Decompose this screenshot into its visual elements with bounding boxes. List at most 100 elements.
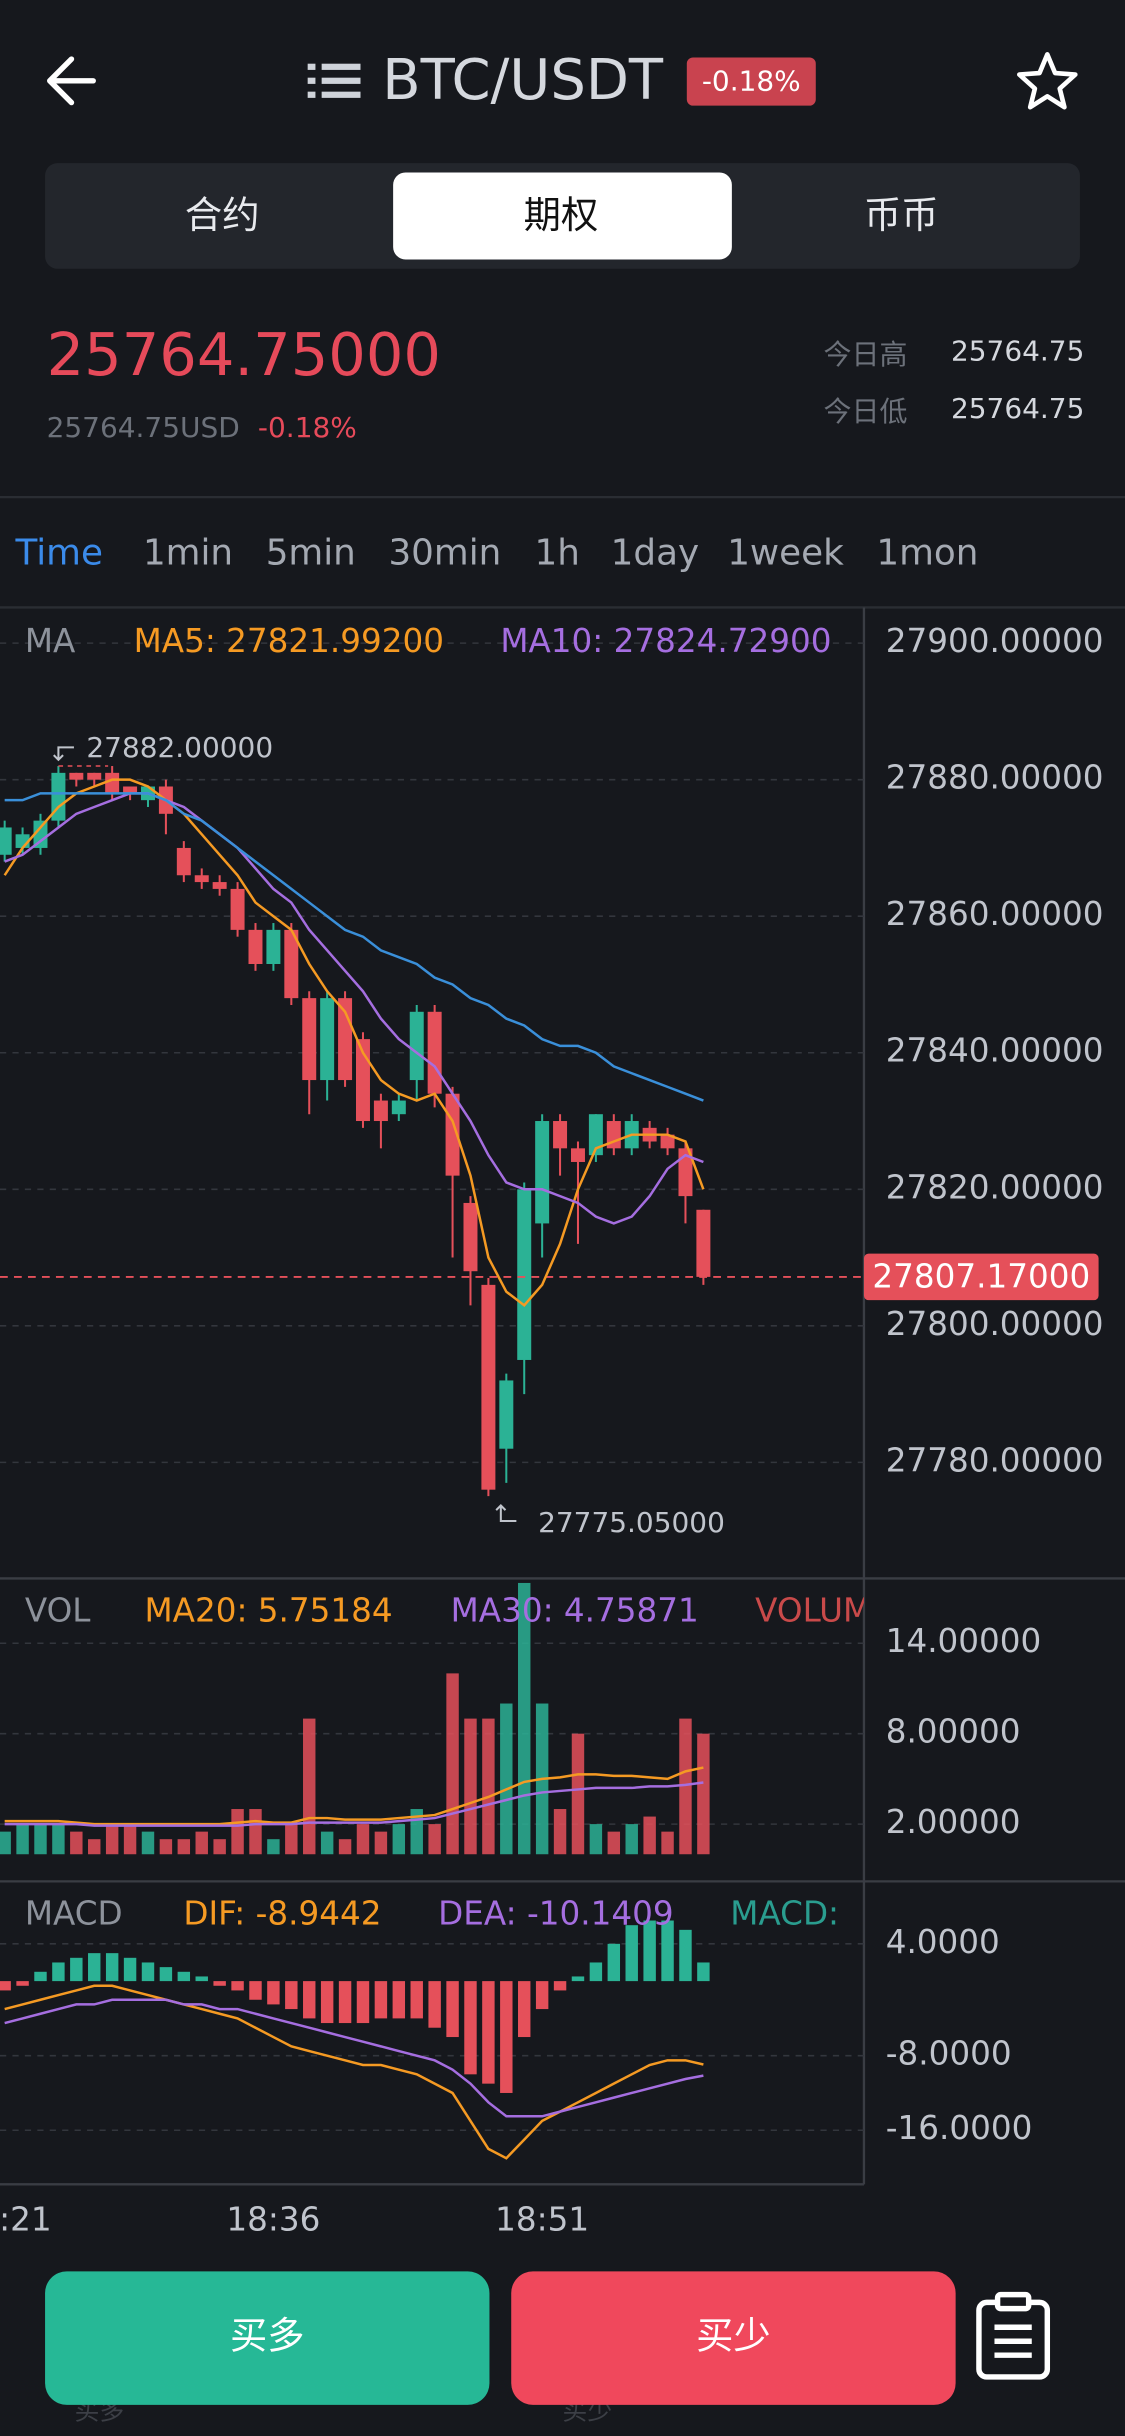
candle-body <box>499 1380 514 1449</box>
back-icon <box>47 56 96 106</box>
tab-label: 币币 <box>864 193 939 237</box>
favorite-star[interactable] <box>1017 52 1078 110</box>
tab[interactable]: 合约 <box>185 193 260 237</box>
bar <box>697 1733 710 1855</box>
bar <box>159 1839 173 1855</box>
bar <box>320 1981 334 2024</box>
list-icon[interactable] <box>307 63 361 98</box>
bar <box>267 1839 280 1855</box>
last-price-label: 27807.17000 <box>872 1257 1090 1295</box>
back-button[interactable] <box>47 56 96 106</box>
icon-part <box>321 77 361 84</box>
tab-selected-bg <box>393 172 732 260</box>
bar <box>34 1824 47 1855</box>
bar <box>428 1824 441 1855</box>
bar <box>105 1824 119 1855</box>
bar <box>697 1962 710 1982</box>
bar <box>356 1824 370 1855</box>
bar <box>0 1981 11 1991</box>
orders-icon[interactable] <box>976 2291 1051 2380</box>
period-tab[interactable]: 30min <box>388 533 501 574</box>
tab[interactable]: 币币 <box>864 193 939 237</box>
bar <box>410 1981 423 2019</box>
period-tab[interactable]: 1min <box>143 533 233 574</box>
pair-title: BTC/USDT <box>382 48 664 113</box>
bar <box>52 1824 65 1855</box>
legend-entry: DIF: -8.9442 <box>183 1895 381 1933</box>
buy-short-button[interactable]: 买少 <box>511 2271 956 2405</box>
candle-body <box>69 772 84 780</box>
candle-body <box>320 998 335 1081</box>
icon-part <box>321 91 361 98</box>
bar <box>105 1953 119 1982</box>
bar <box>123 1824 137 1855</box>
candle-body <box>373 1100 388 1122</box>
button-label: 买少 <box>696 2314 771 2358</box>
bar <box>500 1703 513 1855</box>
bar <box>535 1981 549 2010</box>
candle-body <box>427 1011 442 1094</box>
bar <box>643 1920 656 1982</box>
bar <box>679 1929 692 1982</box>
period-tab[interactable]: 1h <box>535 533 580 574</box>
y-tick-label: 27860.00000 <box>886 895 1104 933</box>
indicator-line <box>4 1998 704 2118</box>
y-tick-label: 27800.00000 <box>886 1305 1104 1343</box>
low-label: 今日低 <box>824 395 908 428</box>
candle-body <box>176 847 191 876</box>
bar <box>446 1673 459 1855</box>
bar <box>320 1831 334 1855</box>
icon-part <box>307 91 316 98</box>
icon-part <box>307 63 316 70</box>
period-tab[interactable]: Time <box>15 533 103 574</box>
legend-title: VOL <box>25 1592 91 1630</box>
candle-body <box>660 1134 675 1149</box>
y-tick-label: 27880.00000 <box>886 759 1104 797</box>
bar <box>213 1981 226 1986</box>
bar <box>643 1816 656 1855</box>
candle-body <box>0 827 12 855</box>
candle-body <box>553 1121 568 1149</box>
bar <box>661 1831 674 1855</box>
period-tab[interactable]: 5min <box>266 533 356 574</box>
bar <box>249 1809 262 1855</box>
buy-long-button[interactable]: 买多 <box>45 2271 490 2405</box>
y-tick-label: 27820.00000 <box>886 1168 1104 1206</box>
y-tick-label: 4.0000 <box>886 1923 1000 1961</box>
axes: 27900.00000 27880.00000 27860.00000 27840.0… <box>0 622 1104 2238</box>
bar <box>374 1831 388 1855</box>
legend-entry: MA30: 4.75871 <box>451 1592 699 1630</box>
bar <box>0 1831 11 1855</box>
y-tick-label: 27780.00000 <box>886 1441 1104 1479</box>
candle-body <box>266 929 281 965</box>
y-tick-label: 8.00000 <box>886 1713 1021 1751</box>
bar <box>195 1831 208 1855</box>
candle-body <box>463 1202 478 1272</box>
bar <box>88 1839 101 1855</box>
tab-label: 合约 <box>185 193 260 237</box>
bar <box>70 1957 83 1982</box>
indicator-line <box>4 1781 704 1827</box>
period-tab[interactable]: 1week <box>727 533 844 574</box>
bar <box>213 1839 226 1855</box>
bar <box>571 1733 585 1855</box>
period-tab[interactable]: 1mon <box>876 533 978 574</box>
candle-body <box>535 1121 550 1224</box>
bar <box>392 1824 406 1855</box>
icon-part <box>994 2291 1032 2312</box>
candle-body <box>409 1011 424 1081</box>
bar <box>679 1718 692 1855</box>
tab[interactable]: 期权 <box>393 172 732 260</box>
bar <box>482 1981 495 2084</box>
indicator-line <box>3 778 705 1308</box>
period-tab[interactable]: 1day <box>611 533 699 574</box>
candle-body <box>678 1148 693 1197</box>
indicator-line <box>4 792 704 1102</box>
bar <box>70 1831 83 1855</box>
legend-entry: MACD: <box>730 1895 839 1933</box>
bar <box>589 1962 603 1982</box>
candle-body <box>517 1189 532 1360</box>
bar <box>500 1981 513 2093</box>
bar <box>661 1920 674 1982</box>
bar <box>141 1831 155 1855</box>
